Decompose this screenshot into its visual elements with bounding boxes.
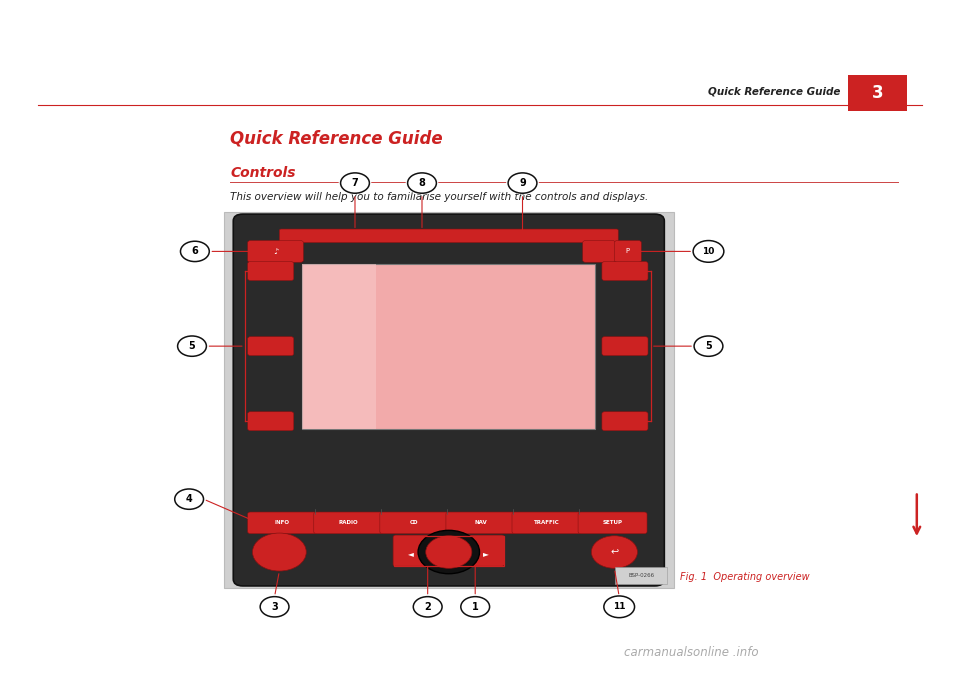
Circle shape (508, 173, 537, 193)
FancyBboxPatch shape (248, 262, 294, 281)
Text: 3: 3 (872, 84, 883, 102)
Circle shape (414, 597, 442, 617)
Text: P: P (626, 248, 630, 254)
Circle shape (459, 595, 492, 618)
Text: RADIO: RADIO (339, 521, 358, 525)
FancyBboxPatch shape (302, 264, 595, 428)
FancyBboxPatch shape (602, 412, 648, 431)
FancyBboxPatch shape (445, 512, 515, 534)
FancyBboxPatch shape (394, 535, 505, 566)
Text: ►: ► (483, 549, 490, 558)
FancyBboxPatch shape (848, 75, 907, 111)
Circle shape (252, 533, 306, 571)
Text: 4: 4 (185, 494, 193, 504)
Circle shape (258, 595, 291, 618)
Circle shape (176, 335, 208, 358)
Text: SETUP: SETUP (603, 521, 623, 525)
Circle shape (411, 595, 444, 618)
FancyBboxPatch shape (224, 212, 674, 588)
Text: ↩: ↩ (611, 547, 618, 557)
FancyBboxPatch shape (602, 262, 648, 281)
FancyBboxPatch shape (614, 241, 641, 262)
Text: Controls: Controls (230, 166, 296, 180)
Text: 11: 11 (612, 602, 626, 612)
Circle shape (692, 335, 725, 358)
Text: Fig. 1  Operating overview: Fig. 1 Operating overview (680, 572, 809, 582)
Text: 5: 5 (188, 341, 196, 351)
FancyBboxPatch shape (602, 337, 648, 356)
Circle shape (602, 595, 636, 619)
Text: This overview will help you to familiarise yourself with the controls and displa: This overview will help you to familiari… (230, 192, 649, 201)
Text: 2: 2 (424, 602, 431, 612)
Text: BSP-0266: BSP-0266 (628, 573, 655, 578)
FancyBboxPatch shape (578, 512, 647, 534)
Circle shape (461, 597, 490, 617)
Text: ♪: ♪ (273, 247, 278, 256)
Circle shape (506, 172, 539, 195)
Text: 7: 7 (351, 178, 358, 188)
FancyBboxPatch shape (583, 241, 615, 262)
Circle shape (341, 173, 370, 193)
Circle shape (419, 530, 480, 574)
Circle shape (408, 173, 437, 193)
Text: CD: CD (410, 521, 419, 525)
Text: INFO: INFO (275, 521, 290, 525)
Circle shape (691, 239, 726, 264)
Text: NAV: NAV (474, 521, 487, 525)
FancyBboxPatch shape (302, 264, 375, 428)
Text: 1: 1 (471, 602, 479, 612)
FancyBboxPatch shape (279, 229, 618, 243)
Circle shape (694, 336, 723, 357)
FancyBboxPatch shape (380, 512, 449, 534)
Circle shape (180, 241, 209, 262)
FancyBboxPatch shape (512, 512, 581, 534)
Text: Quick Reference Guide: Quick Reference Guide (230, 130, 443, 148)
FancyBboxPatch shape (233, 214, 664, 586)
FancyBboxPatch shape (248, 241, 303, 262)
FancyBboxPatch shape (314, 512, 383, 534)
Circle shape (591, 536, 637, 568)
Text: 8: 8 (419, 178, 425, 188)
Circle shape (406, 172, 439, 195)
Circle shape (178, 336, 206, 357)
Circle shape (693, 241, 724, 262)
FancyBboxPatch shape (248, 512, 317, 534)
Circle shape (173, 487, 205, 511)
Text: 6: 6 (191, 246, 199, 256)
Circle shape (426, 536, 472, 568)
Circle shape (339, 172, 372, 195)
Circle shape (260, 597, 289, 617)
Circle shape (175, 489, 204, 509)
Text: carmanualsonline .info: carmanualsonline .info (624, 645, 758, 659)
Text: TRAFFIC: TRAFFIC (534, 521, 560, 525)
Text: 10: 10 (703, 247, 714, 256)
FancyBboxPatch shape (248, 412, 294, 431)
Circle shape (179, 240, 211, 263)
FancyBboxPatch shape (615, 567, 667, 584)
FancyBboxPatch shape (248, 337, 294, 356)
Text: Quick Reference Guide: Quick Reference Guide (708, 87, 840, 97)
Text: 3: 3 (271, 602, 278, 612)
Text: ◄: ◄ (408, 549, 415, 558)
Bar (395, 536, 504, 565)
Text: 5: 5 (705, 341, 712, 351)
Circle shape (604, 596, 635, 618)
Text: 9: 9 (519, 178, 526, 188)
